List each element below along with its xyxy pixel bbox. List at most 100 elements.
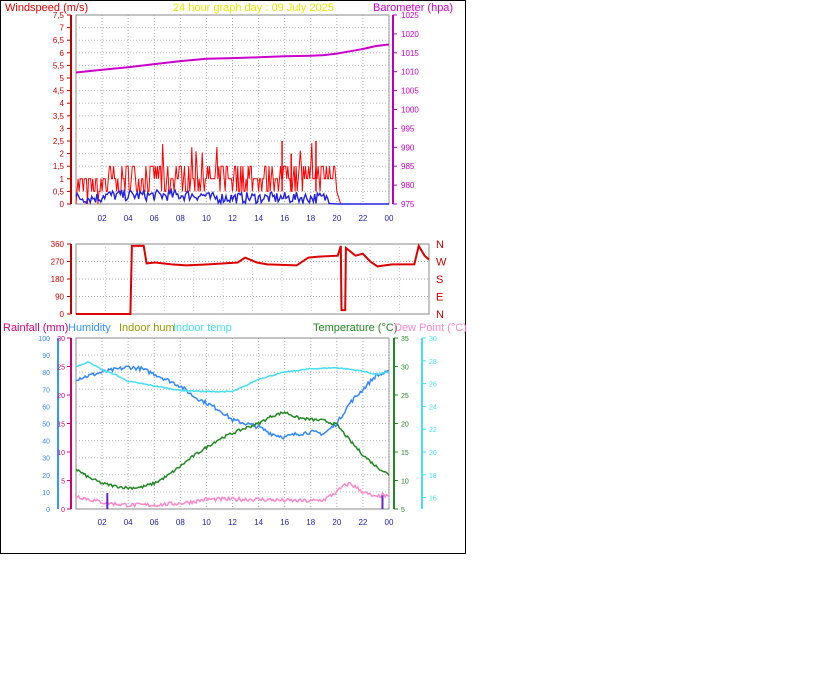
panel1-x-tick-label: 14	[254, 214, 263, 223]
weather-graph-svg: 00,511,522,533,544,555,566,577,5 9759809…	[1, 1, 467, 555]
panel1-x-tick-label: 22	[358, 214, 367, 223]
panel1-x-tick-label: 02	[98, 214, 107, 223]
temperature-tick-label: 25	[401, 393, 409, 400]
panel2-left-tick-label: 90	[55, 293, 64, 302]
panel1-left-tick-label: 5	[60, 74, 65, 83]
panel1-right-tick-label: 975	[401, 200, 415, 209]
humidity-tick-label: 0	[46, 507, 50, 514]
indoor-temp-tick-label: 30	[429, 336, 437, 343]
compass-label: N	[436, 309, 444, 321]
panel1-right-tick-label: 1000	[401, 106, 419, 115]
indoor-temp-tick-label: 20	[429, 450, 437, 457]
panel2-left-tick-label: 0	[60, 310, 65, 319]
panel1-x-tick-label: 08	[176, 214, 185, 223]
dew-point-label: Dew Point (°C)	[394, 322, 467, 334]
panel3-x-tick-label: 18	[306, 518, 315, 527]
panel1-left-tick-label: 4,5	[53, 87, 65, 96]
panel1-left-tick-label: 3,5	[53, 112, 65, 121]
panel1-left-ticks: 0 0,5 1 1,5 2 2,5 3 3,5 4 4,5 5 5,5 6 6,5 7 7,5	[53, 11, 71, 209]
panel1-x-tick-label: 20	[332, 214, 341, 223]
windspeed-label: Windspeed (m/s)	[5, 2, 88, 14]
rainfall-tick-label: 5	[61, 479, 65, 486]
rainfall-tick-label: 10	[57, 450, 65, 457]
humidity-tick-label: 30	[42, 456, 50, 463]
panel3-x-tick-label: 02	[98, 518, 107, 527]
panel1-x-tick-label: 16	[280, 214, 289, 223]
humidity-label: Humidity	[68, 322, 111, 334]
panel3-x-tick-label: 14	[254, 518, 263, 527]
humidity-tick-label: 100	[38, 336, 50, 343]
compass-label: N	[436, 239, 444, 251]
panel1-left-tick-label: 4	[60, 99, 65, 108]
panel1-right-tick-label: 990	[401, 143, 415, 152]
temperature-tick-label: 35	[401, 336, 409, 343]
temperature-tick-label: 20	[401, 422, 409, 429]
panel1-x-tick-label: 00	[385, 214, 394, 223]
panel1-right-tick-label: 1005	[401, 87, 419, 96]
panel3-x-tick-label: 00	[385, 518, 394, 527]
indoor-temp-tick-label: 18	[429, 473, 437, 480]
panel1-x-tick-label: 12	[228, 214, 237, 223]
temperature-tick-label: 5	[401, 507, 405, 514]
temperature-tick-label: 15	[401, 450, 409, 457]
humidity-tick-label: 50	[42, 422, 50, 429]
panel1-left-tick-label: 3	[60, 124, 65, 133]
indoor-temp-tick-label: 16	[429, 496, 437, 503]
panel1-left-tick-label: 0	[60, 200, 65, 209]
panel1-left-tick-label: 6,5	[53, 36, 65, 45]
panel1-left-tick-label: 1	[60, 175, 65, 184]
compass-label: W	[436, 257, 447, 269]
panel3-x-tick-label: 10	[202, 518, 211, 527]
panel2-left-tick-label: 360	[51, 240, 65, 249]
rainfall-tick-label: 15	[57, 422, 65, 429]
rainfall-tick-label: 25	[57, 365, 65, 372]
panel1-left-tick-label: 0,5	[53, 187, 65, 196]
panel3-x-tick-label: 20	[332, 518, 341, 527]
panel1-x-tick-label: 06	[150, 214, 159, 223]
graph-frame: 0 0,5 1 1,5 2 2,5 3 3,5 4 4,5 5 5,5 6 6,5 7 7,5 975 980 9…	[0, 0, 466, 554]
indoor-hum-label: Indoor hum	[119, 322, 175, 334]
panel3-x-tick-label: 22	[358, 518, 367, 527]
panel1-right-tick-label: 1010	[401, 68, 419, 77]
humidity-tick-label: 60	[42, 404, 50, 411]
compass-label: E	[436, 292, 443, 304]
panel3-x-ticks: 02 04 06 08 10 12 14 16 18 20 22 00	[98, 518, 394, 527]
panel1-x-tick-label: 18	[306, 214, 315, 223]
panel1-x-ticks: 02 04 06 08 10 12 14 16 18 20 22 00	[98, 214, 394, 223]
panel1-right-ticks: 975 980 985 990 995 1000 1005 1010 1015 1020 1025	[393, 11, 419, 209]
panel1-right-tick-label: 1015	[401, 49, 419, 58]
panel3-x-tick-label: 12	[228, 518, 237, 527]
panel1-right-tick-label: 980	[401, 181, 415, 190]
humidity-tick-label: 20	[42, 473, 50, 480]
rainfall-tick-label: 20	[57, 393, 65, 400]
panel3-x-tick-label: 08	[176, 518, 185, 527]
indoor-temp-label: Indoor temp	[173, 322, 232, 334]
humidity-tick-label: 90	[42, 353, 50, 360]
panel2-left-tick-label: 270	[51, 258, 65, 267]
panel1-right-tick-label: 995	[401, 124, 415, 133]
panel3-x-tick-label: 06	[150, 518, 159, 527]
compass-label: S	[436, 274, 443, 286]
temperature-label: Temperature (°C)	[313, 322, 397, 334]
humidity-tick-label: 40	[42, 439, 50, 446]
panel1-x-tick-label: 10	[202, 214, 211, 223]
temperature-tick-label: 10	[401, 479, 409, 486]
panel1-right-tick-label: 1020	[401, 30, 419, 39]
indoor-temp-tick-label: 24	[429, 404, 437, 411]
rainfall-tick-label: 30	[57, 336, 65, 343]
rainfall-tick-label: 0	[61, 507, 65, 514]
indoor-temp-tick-label: 22	[429, 427, 437, 434]
panel1-x-tick-label: 04	[124, 214, 133, 223]
chart-title: 24 hour graph day : 09 July 2025	[173, 2, 334, 14]
humidity-tick-label: 80	[42, 370, 50, 377]
panel1-left-tick-label: 2	[60, 150, 65, 159]
temperature-tick-label: 30	[401, 365, 409, 372]
panel3-x-tick-label: 16	[280, 518, 289, 527]
indoor-temp-tick-label: 28	[429, 359, 437, 366]
indoor-temp-tick-label: 26	[429, 382, 437, 389]
panel1-left-tick-label: 1,5	[53, 162, 65, 171]
panel2-left-tick-label: 180	[51, 275, 65, 284]
panel1-left-tick-label: 7	[60, 24, 65, 33]
panel3-x-tick-label: 04	[124, 518, 133, 527]
